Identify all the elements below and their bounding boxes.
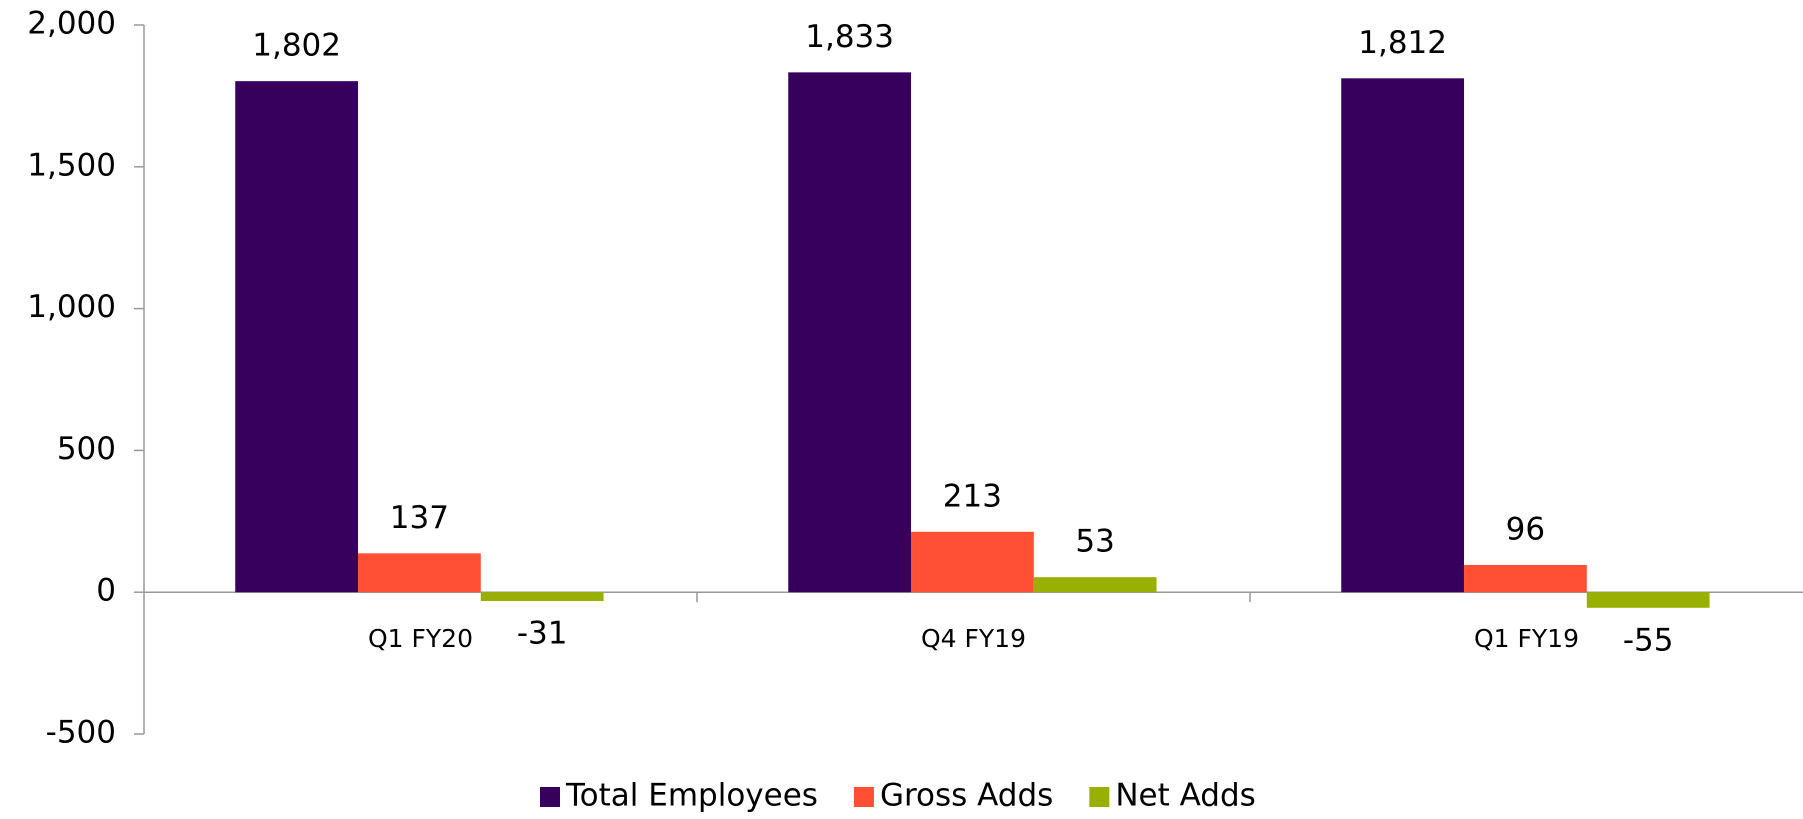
legend-swatch — [540, 787, 560, 807]
data-label: -55 — [1623, 622, 1674, 658]
x-tick-label: Q1 FY20 — [368, 624, 473, 653]
data-label: 137 — [390, 500, 449, 536]
y-tick-label: 2,000 — [27, 6, 116, 42]
data-label: 1,802 — [252, 28, 341, 64]
legend-label: Net Adds — [1115, 778, 1255, 814]
legend-label: Gross Adds — [880, 778, 1053, 814]
legend-label: Total Employees — [565, 778, 818, 814]
y-tick-label: 500 — [57, 431, 116, 467]
bar — [1464, 564, 1587, 593]
data-label: 53 — [1075, 524, 1114, 560]
bar — [1341, 78, 1465, 593]
data-label: 96 — [1506, 511, 1545, 547]
data-label: -31 — [517, 615, 568, 651]
bar — [1033, 577, 1157, 593]
y-tick-label: 0 — [96, 573, 116, 609]
bar — [1586, 592, 1710, 608]
bar — [788, 72, 912, 593]
x-tick-label: Q4 FY19 — [921, 624, 1026, 653]
data-label: 213 — [943, 478, 1002, 514]
bar — [911, 531, 1034, 593]
bar — [480, 592, 604, 601]
data-label: 1,812 — [1358, 25, 1447, 61]
x-tick-label: Q1 FY19 — [1474, 624, 1579, 653]
legend-swatch — [853, 787, 874, 807]
bar — [358, 553, 481, 593]
y-tick-label: 1,000 — [27, 289, 116, 325]
bar — [235, 81, 359, 593]
data-label: 1,833 — [805, 19, 894, 55]
y-tick-label: -500 — [46, 715, 116, 751]
legend-swatch — [1089, 787, 1110, 807]
y-tick-label: 1,500 — [27, 147, 116, 183]
